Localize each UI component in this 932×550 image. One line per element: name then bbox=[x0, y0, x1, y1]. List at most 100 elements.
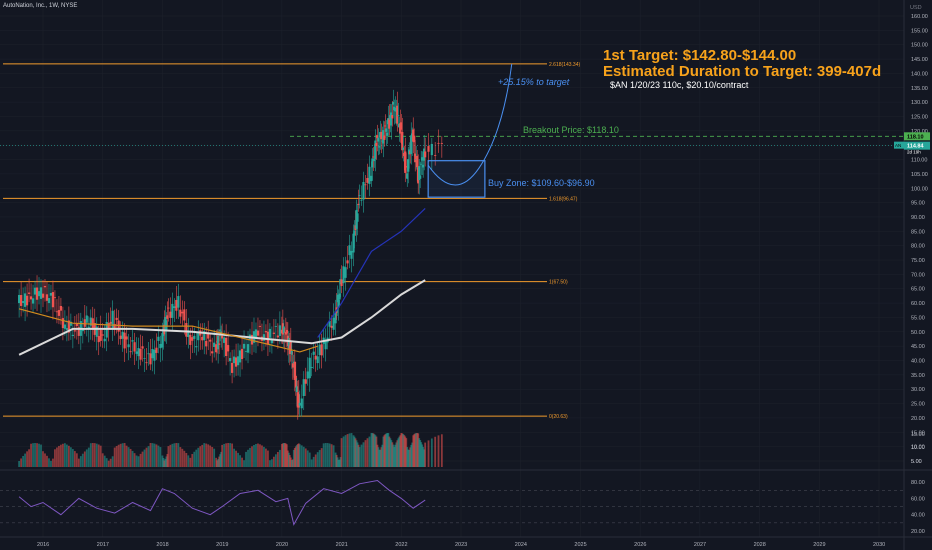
volume-bar bbox=[28, 449, 30, 467]
price-tick-label: 80.00 bbox=[911, 244, 925, 250]
candle-body bbox=[217, 335, 220, 350]
volume-bar bbox=[292, 449, 295, 467]
candle-body bbox=[360, 199, 363, 201]
volume-bar bbox=[346, 434, 349, 467]
volume-bar bbox=[366, 438, 369, 467]
price-tick-label: 75.00 bbox=[911, 258, 925, 264]
volume-bar bbox=[379, 449, 382, 467]
candle-body bbox=[229, 358, 232, 362]
candle-body bbox=[348, 245, 351, 256]
candle-body bbox=[418, 166, 421, 181]
volume-bar bbox=[392, 444, 395, 467]
candle-body bbox=[133, 342, 136, 352]
candle-body bbox=[302, 379, 305, 397]
candle-body bbox=[396, 105, 399, 124]
volume-bar bbox=[117, 444, 120, 467]
candle-body bbox=[20, 295, 23, 306]
candle-body bbox=[157, 336, 160, 341]
candle-body bbox=[375, 143, 378, 146]
candle-body bbox=[353, 230, 356, 236]
volume-bar bbox=[394, 444, 397, 467]
price-candles bbox=[18, 89, 443, 420]
candle-body bbox=[416, 155, 419, 168]
price-tick-label: 35.00 bbox=[911, 373, 925, 379]
candle-body bbox=[221, 335, 224, 339]
candle-body bbox=[21, 301, 25, 304]
volume-bar bbox=[434, 436, 437, 467]
candle-body bbox=[413, 135, 416, 143]
volume-bar bbox=[334, 452, 337, 467]
candle-body bbox=[330, 325, 333, 328]
volume-bar bbox=[48, 458, 50, 467]
volume-bar bbox=[406, 447, 409, 467]
option-annotation: $AN 1/20/23 110c, $20.10/contract bbox=[610, 80, 749, 90]
time-tick-label: 2029 bbox=[813, 542, 825, 548]
volume-bar bbox=[278, 449, 281, 467]
candle-body bbox=[139, 348, 142, 360]
candle-body bbox=[159, 343, 162, 349]
volume-bar bbox=[389, 438, 392, 467]
candle-body bbox=[437, 142, 440, 144]
price-tick-label: 70.00 bbox=[911, 272, 925, 278]
volume-bar bbox=[177, 443, 180, 467]
volume-bar bbox=[161, 455, 164, 467]
volume-bar bbox=[385, 433, 388, 467]
fib-label: 1.618(96.47) bbox=[549, 196, 578, 202]
volume-bar bbox=[235, 450, 237, 467]
time-tick-label: 2019 bbox=[216, 542, 228, 548]
candle-body bbox=[242, 343, 246, 349]
volume-bar bbox=[71, 449, 74, 467]
volume-bar bbox=[274, 454, 277, 467]
volume-bar bbox=[339, 457, 342, 467]
target-projection bbox=[427, 63, 513, 198]
volume-bar bbox=[197, 447, 200, 467]
volume-bar bbox=[415, 433, 418, 467]
candle-body bbox=[85, 315, 88, 323]
candle-body bbox=[147, 353, 150, 355]
volume-bar bbox=[157, 445, 160, 467]
candle-body bbox=[258, 325, 262, 327]
time-tick-label: 2023 bbox=[455, 542, 467, 548]
candle-body bbox=[125, 336, 128, 340]
volume-bar bbox=[322, 443, 325, 467]
time-tick-label: 2022 bbox=[395, 542, 407, 548]
candle-body bbox=[175, 299, 178, 311]
candle-body bbox=[293, 361, 296, 380]
volume-bar bbox=[335, 454, 338, 467]
price-tick-label: 145.00 bbox=[911, 57, 928, 63]
moving-averages bbox=[18, 207, 426, 356]
volume-bar bbox=[267, 450, 269, 467]
time-tick-label: 2017 bbox=[97, 542, 109, 548]
volume-bar bbox=[320, 448, 323, 467]
candle-body bbox=[203, 331, 206, 341]
volume-bar bbox=[217, 459, 220, 467]
volume-bar bbox=[58, 445, 60, 467]
volume-bar bbox=[386, 433, 389, 467]
candle-body bbox=[107, 323, 110, 329]
candle-body bbox=[141, 346, 144, 349]
candle-body bbox=[211, 351, 214, 354]
candle-body bbox=[272, 332, 275, 334]
candle-body bbox=[193, 335, 196, 339]
candle-body bbox=[41, 293, 45, 298]
candle-body bbox=[414, 153, 417, 163]
volume-bar bbox=[32, 443, 34, 467]
candle-body bbox=[314, 355, 317, 360]
candle-body bbox=[53, 297, 57, 299]
candle-body bbox=[63, 324, 66, 329]
candle-body bbox=[49, 293, 53, 296]
candle-body bbox=[31, 298, 35, 304]
candle-body bbox=[407, 159, 410, 172]
rsi-pane: 80.00 60.00 40.00 20.00 bbox=[0, 469, 932, 535]
candle-body bbox=[183, 309, 186, 321]
volume-bar bbox=[413, 434, 416, 467]
volume-bar bbox=[247, 449, 249, 467]
bar-countdown: 2d 19h bbox=[907, 150, 921, 155]
candle-body bbox=[420, 163, 423, 165]
price-tick-label: 160.00 bbox=[911, 14, 928, 20]
volume-bar bbox=[324, 443, 327, 467]
candle-body bbox=[121, 331, 124, 339]
volume-bar bbox=[330, 444, 333, 467]
candle-body bbox=[225, 337, 228, 357]
